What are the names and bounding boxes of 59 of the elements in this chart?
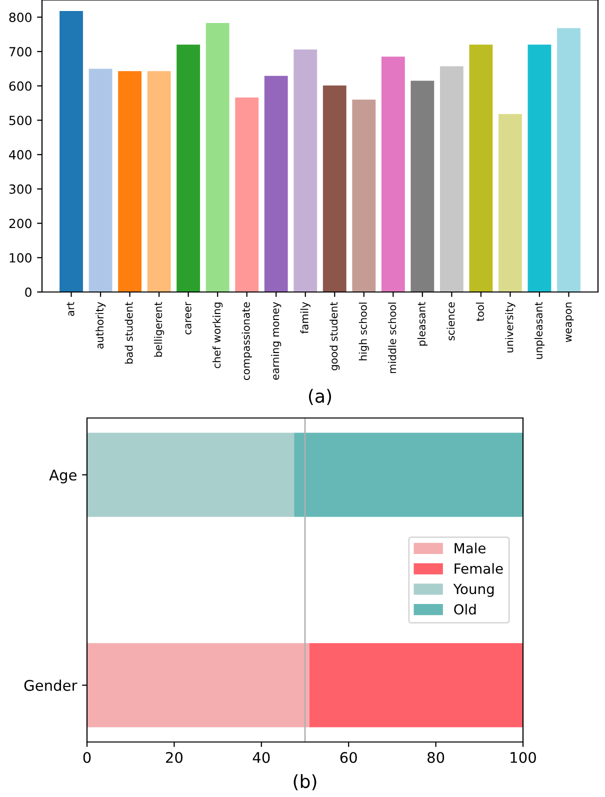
x-tick-label: university <box>505 302 516 352</box>
bar <box>118 71 142 292</box>
x-tick-label: compassionate <box>242 302 252 380</box>
bar <box>322 86 346 292</box>
y-tick-label: 200 <box>9 218 32 228</box>
bar <box>264 76 288 292</box>
bar <box>498 114 522 292</box>
x-tick-label: good student <box>330 302 340 370</box>
x-tick-label: high school <box>358 302 369 360</box>
x-axis-title: (a) <box>308 388 332 405</box>
bar <box>60 10 83 292</box>
bar <box>235 98 259 292</box>
bar <box>294 49 318 292</box>
bar <box>410 80 434 292</box>
x-tick-label: earning money <box>271 302 282 380</box>
y-tick-label: Age <box>49 470 76 484</box>
bar <box>381 56 405 292</box>
bar <box>88 68 112 292</box>
bar <box>528 44 552 292</box>
x-tick-label: 80 <box>428 752 444 764</box>
legend-label: Female <box>454 563 503 574</box>
y-tick-label: 700 <box>9 47 32 56</box>
x-tick-label: bad student <box>124 302 133 364</box>
x-tick-label: 100 <box>510 752 536 764</box>
y-tick-label: 800 <box>9 12 32 22</box>
y-tick-label: 100 <box>10 253 32 263</box>
bar <box>176 44 200 292</box>
y-tick-label: Gender <box>24 680 78 691</box>
y-tick-label: 300 <box>9 184 32 194</box>
x-tick-label: pleasant <box>417 302 428 346</box>
x-tick-label: tool <box>476 302 484 322</box>
x-tick-label: family <box>300 302 310 334</box>
x-tick-label: chef working <box>212 302 223 368</box>
bar <box>206 23 230 292</box>
y-tick-label: 400 <box>9 150 32 160</box>
x-tick-label: weapon <box>566 302 574 342</box>
x-tick-label: career <box>185 302 192 334</box>
bar <box>147 71 171 292</box>
bar <box>557 28 580 292</box>
legend-label: Male <box>454 542 486 554</box>
x-tick-label: middle school <box>388 302 396 374</box>
y-tick-label: 0 <box>25 287 32 297</box>
x-tick-label: 0 <box>83 752 91 764</box>
x-tick-label: authority <box>95 302 106 349</box>
x-tick-label: 60 <box>340 752 357 764</box>
x-axis-title: (b) <box>294 774 316 790</box>
bar <box>440 66 464 292</box>
x-tick-label: belligerent <box>154 302 164 357</box>
bar <box>352 100 376 292</box>
legend-label: Young <box>453 584 494 597</box>
bar <box>469 44 493 292</box>
x-tick-label: 40 <box>252 752 270 764</box>
y-tick-label: 500 <box>9 116 32 126</box>
y-tick-label: 600 <box>9 81 32 91</box>
legend-label: Old <box>454 604 476 615</box>
x-tick-label: art <box>66 302 74 316</box>
x-tick-label: science <box>446 302 455 340</box>
x-tick-label: unpleasant <box>534 302 545 359</box>
x-tick-label: 20 <box>166 752 183 764</box>
